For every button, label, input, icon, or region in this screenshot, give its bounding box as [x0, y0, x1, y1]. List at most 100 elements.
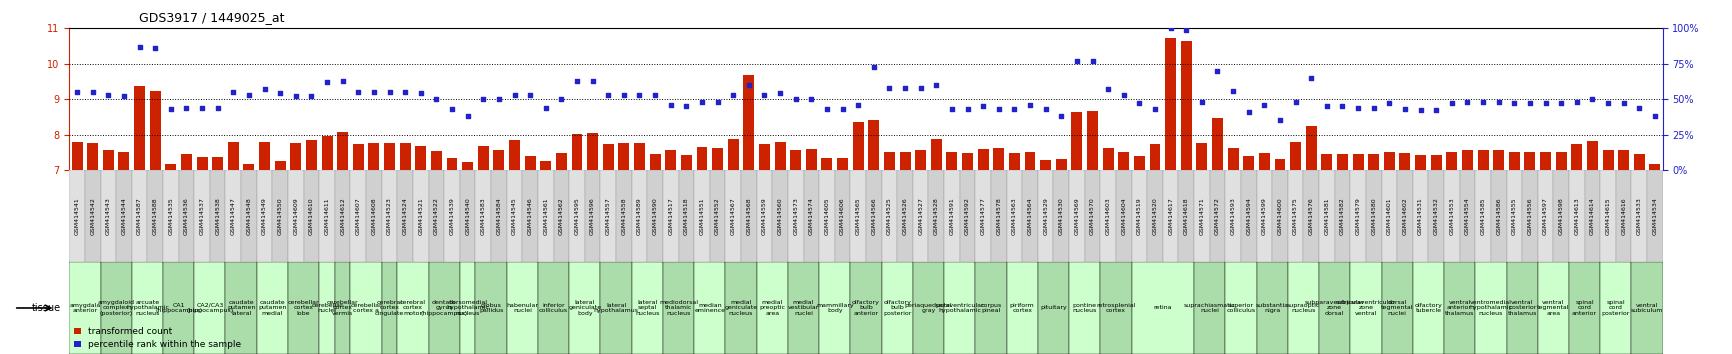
Bar — [1538, 170, 1554, 262]
Text: GSM414574: GSM414574 — [809, 197, 814, 235]
Bar — [1616, 170, 1632, 262]
Text: GSM414614: GSM414614 — [1590, 197, 1595, 235]
Point — [1157, 25, 1185, 31]
Text: GSM414517: GSM414517 — [669, 197, 674, 235]
Bar — [665, 150, 675, 170]
Text: GSM414590: GSM414590 — [653, 197, 658, 235]
Text: GSM414518: GSM414518 — [684, 197, 689, 235]
Bar — [852, 122, 864, 170]
Point — [111, 93, 139, 99]
Bar — [132, 262, 163, 354]
Bar — [1088, 111, 1098, 170]
Bar — [585, 170, 601, 262]
Bar — [1649, 164, 1661, 170]
Bar — [727, 139, 738, 170]
Text: ventral
subiculum: ventral subiculum — [1632, 303, 1663, 313]
Point — [812, 106, 840, 112]
Bar — [759, 144, 771, 170]
Bar — [1477, 150, 1488, 170]
Text: GSM414539: GSM414539 — [450, 197, 454, 235]
Bar — [69, 170, 85, 262]
Text: inferior
colliculus: inferior colliculus — [539, 303, 568, 313]
Point — [189, 105, 216, 110]
Bar — [1554, 170, 1569, 262]
Text: GSM414535: GSM414535 — [168, 197, 173, 235]
Bar — [961, 153, 973, 170]
Point — [781, 96, 809, 102]
Bar — [334, 170, 350, 262]
Bar — [178, 170, 194, 262]
Bar — [1100, 262, 1131, 354]
Bar — [1367, 170, 1382, 262]
Text: periaqueductal
gray: periaqueductal gray — [904, 303, 953, 313]
Bar — [1006, 262, 1037, 354]
Text: olfactory
tubercle: olfactory tubercle — [1415, 303, 1443, 313]
Text: GSM414524: GSM414524 — [402, 197, 407, 235]
Text: GSM414537: GSM414537 — [199, 197, 204, 235]
Bar — [603, 144, 613, 170]
Text: GSM414560: GSM414560 — [778, 197, 783, 235]
Text: GSM414526: GSM414526 — [902, 197, 908, 235]
Bar — [1569, 170, 1585, 262]
Bar — [1522, 170, 1538, 262]
Bar — [617, 170, 632, 262]
Bar — [1225, 170, 1240, 262]
Text: mammillary
body: mammillary body — [816, 303, 854, 313]
Bar — [882, 262, 913, 354]
Point — [1110, 92, 1138, 98]
Point — [1391, 106, 1419, 112]
Bar — [1429, 170, 1444, 262]
Bar — [1493, 150, 1503, 170]
Point — [1219, 88, 1247, 93]
Bar — [1197, 143, 1207, 170]
Text: GSM414569: GSM414569 — [1074, 197, 1079, 235]
Bar — [648, 170, 663, 262]
Bar — [913, 170, 928, 262]
Bar — [416, 146, 426, 170]
Text: pituitary: pituitary — [1041, 306, 1067, 310]
Point — [1079, 58, 1107, 64]
Bar — [133, 86, 145, 170]
Bar — [726, 170, 741, 262]
Bar — [447, 158, 457, 170]
Text: caudate
putamen
lateral: caudate putamen lateral — [227, 300, 255, 316]
Text: GSM414520: GSM414520 — [1152, 197, 1157, 235]
Point — [1282, 99, 1309, 105]
Bar — [1289, 170, 1304, 262]
Text: GSM414585: GSM414585 — [1481, 197, 1486, 235]
Point — [532, 105, 559, 110]
Bar — [381, 262, 397, 354]
Bar — [291, 143, 301, 170]
Point — [625, 92, 653, 98]
Point — [594, 92, 622, 98]
Point — [703, 99, 731, 105]
Point — [329, 78, 357, 84]
Text: piriform
cortex: piriform cortex — [1010, 303, 1034, 313]
Text: retina: retina — [1154, 306, 1173, 310]
Bar — [835, 170, 850, 262]
Point — [1017, 102, 1044, 108]
Text: GSM414595: GSM414595 — [575, 197, 580, 235]
Text: GSM414556: GSM414556 — [1528, 197, 1533, 235]
Text: amygdaloid
complex
(posterior): amygdaloid complex (posterior) — [97, 300, 135, 316]
Text: GSM414568: GSM414568 — [746, 197, 752, 235]
Bar — [476, 262, 507, 354]
Bar — [1225, 262, 1256, 354]
Bar — [757, 262, 788, 354]
Point — [391, 89, 419, 95]
Bar — [478, 146, 488, 170]
Point — [734, 82, 762, 88]
Bar — [866, 170, 882, 262]
Bar — [1431, 155, 1441, 170]
Point — [376, 89, 404, 95]
Text: GSM414583: GSM414583 — [481, 197, 485, 235]
Bar — [1540, 152, 1552, 170]
Bar — [197, 157, 208, 170]
Bar — [244, 164, 255, 170]
Bar — [443, 170, 459, 262]
Text: GSM414552: GSM414552 — [715, 197, 721, 235]
Bar — [1600, 262, 1632, 354]
Point — [939, 106, 966, 112]
Point — [423, 96, 450, 102]
Bar — [319, 170, 334, 262]
